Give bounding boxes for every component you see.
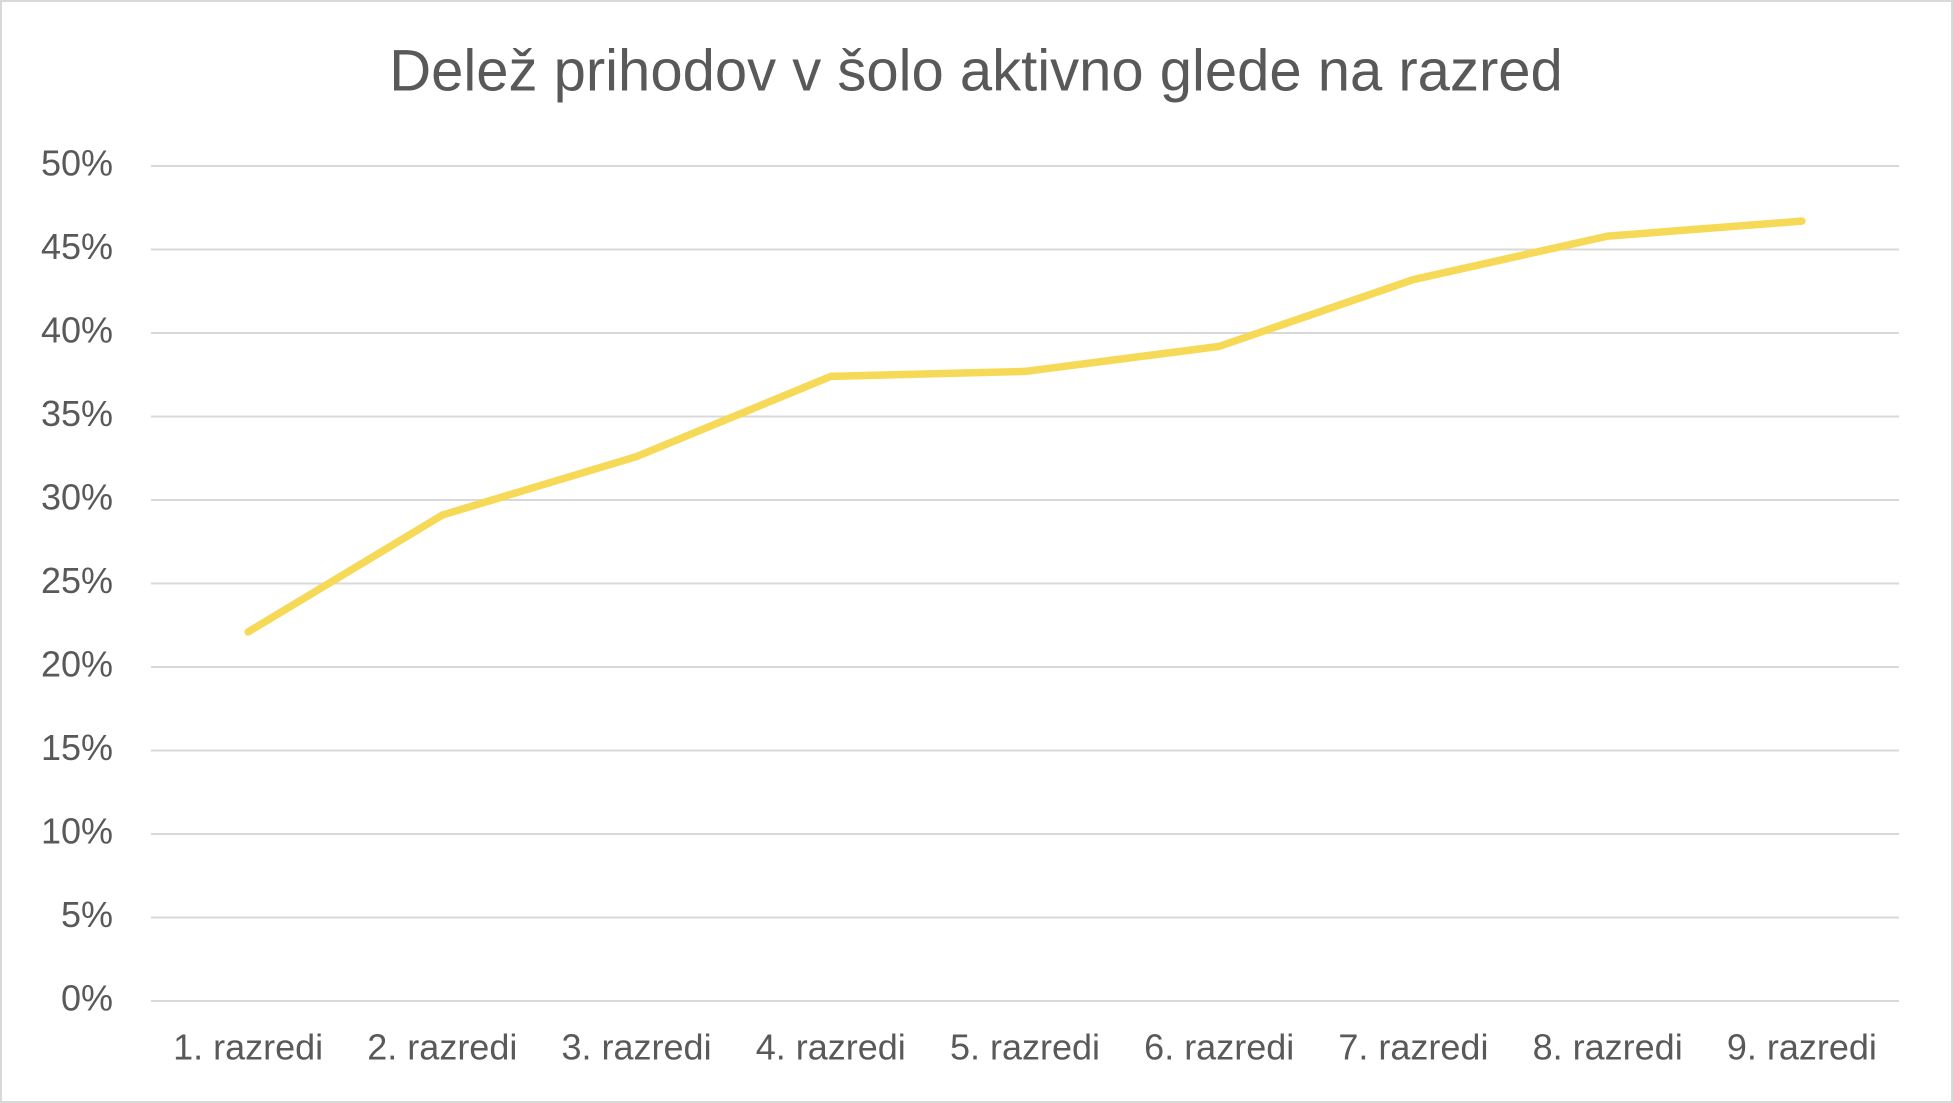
y-tick-label: 35% xyxy=(41,393,113,434)
y-tick-label: 25% xyxy=(41,560,113,601)
x-tick-label: 8. razredi xyxy=(1533,1027,1683,1068)
y-tick-label: 5% xyxy=(61,894,113,935)
x-tick-label: 7. razredi xyxy=(1338,1027,1488,1068)
x-tick-label: 1. razredi xyxy=(173,1027,323,1068)
y-tick-label: 15% xyxy=(41,727,113,768)
y-tick-label: 45% xyxy=(41,226,113,267)
chart-title: Delež prihodov v šolo aktivno glede na r… xyxy=(389,38,1563,103)
y-tick-label: 20% xyxy=(41,644,113,685)
x-tick-label: 5. razredi xyxy=(950,1027,1100,1068)
x-tick-label: 2. razredi xyxy=(367,1027,517,1068)
y-tick-label: 10% xyxy=(41,811,113,852)
y-tick-label: 30% xyxy=(41,477,113,518)
data-line xyxy=(244,217,1806,636)
x-tick-label: 3. razredi xyxy=(562,1027,712,1068)
y-tick-label: 40% xyxy=(41,310,113,351)
x-tick-label: 9. razredi xyxy=(1727,1027,1877,1068)
x-tick-label: 4. razredi xyxy=(756,1027,906,1068)
y-tick-label: 50% xyxy=(41,143,113,184)
y-tick-label: 0% xyxy=(61,978,113,1019)
x-tick-label: 6. razredi xyxy=(1144,1027,1294,1068)
